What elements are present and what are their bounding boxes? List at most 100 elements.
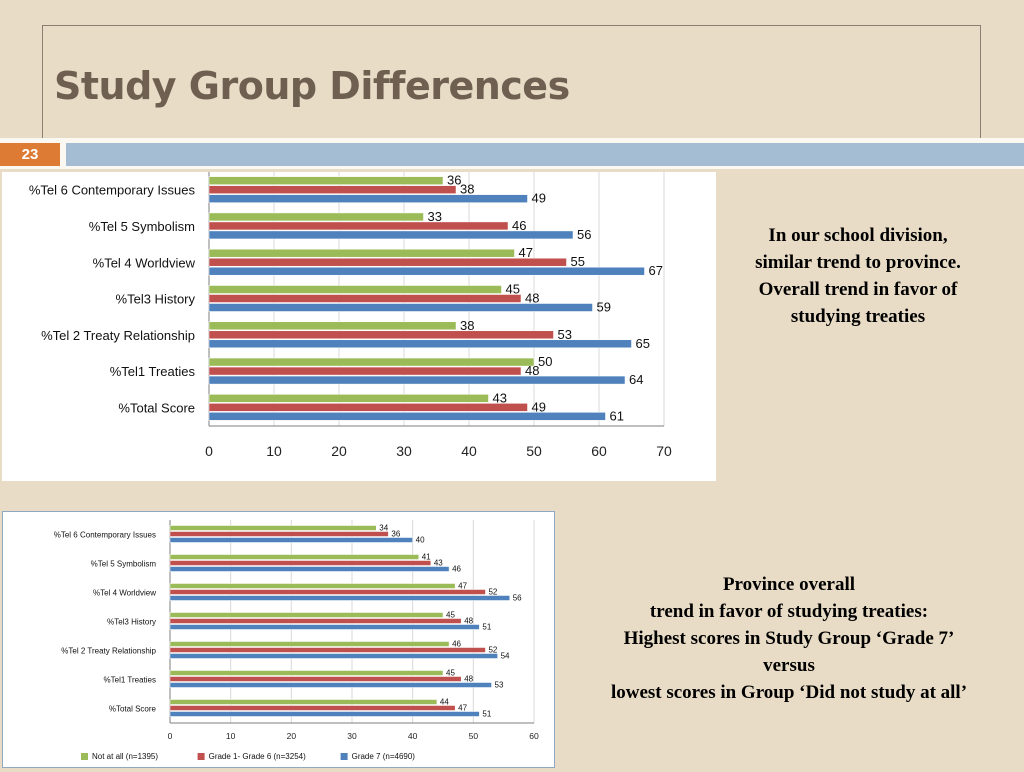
bar [208,321,457,331]
province-note: Province overall trend in favor of study… [556,571,1022,706]
category-label: %Tel3 History [107,617,156,626]
x-tick-label: 60 [529,731,539,741]
x-tick-label: 50 [469,731,479,741]
data-label: 45 [506,282,520,297]
bar [169,670,444,676]
bar [208,266,645,276]
bar [169,676,462,682]
province-chart-svg: 0 10 20 30 40 50 60 %Tel 6 Contemporary Issues 3… [54,520,539,761]
data-label: 45 [446,669,455,678]
bar [169,589,486,595]
bar [208,176,444,185]
category-label: %Tel 6 Contemporary Issues [54,530,156,539]
x-tick-label: 30 [347,731,357,741]
bar [208,185,457,194]
data-label: 47 [458,582,467,591]
data-label: 67 [649,263,663,278]
legend-label: Not at all (n=1395) [92,752,158,761]
data-label: 36 [447,173,461,188]
bar [208,230,574,240]
legend-swatch [197,753,205,760]
data-label: 43 [493,390,507,405]
data-label: 48 [464,675,473,684]
legend-label: Grade 1- Grade 6 (n=3254) [209,752,307,761]
category-label: %Tel 5 Symbolism [91,559,157,568]
bar [208,339,632,349]
x-tick-label: 30 [396,443,412,459]
data-label: 56 [577,227,591,242]
data-label: 49 [532,399,546,414]
slide-number: 23 [0,143,60,166]
data-label: 48 [464,617,473,626]
data-label: 47 [458,704,467,713]
bar [169,566,450,572]
bar [169,612,444,618]
data-label: 44 [440,698,449,707]
bar [169,583,456,589]
category-label: %Tel 2 Treaty Relationship [41,328,195,343]
data-label: 45 [446,611,455,620]
category-label: %Tel 6 Contemporary Issues [29,183,196,198]
bar [169,525,377,531]
bar [208,357,535,367]
bar [208,285,502,294]
x-tick-label: 0 [168,731,173,741]
bar [169,554,419,560]
bar [169,647,486,653]
data-label: 52 [488,646,497,655]
province-note-line: Highest scores in Study Group ‘Grade 7’ [623,628,955,649]
bar [169,537,413,543]
legend-label: Grade 7 (n=4690) [352,752,416,761]
data-label: 43 [434,559,443,568]
category-label: %Total Score [109,704,157,713]
data-label: 52 [488,588,497,597]
data-label: 53 [495,681,504,690]
x-tick-label: 10 [226,731,236,741]
data-label: 50 [538,354,552,369]
bar [169,705,456,711]
data-label: 46 [452,565,461,574]
data-label: 56 [513,594,522,603]
bar [208,248,515,258]
province-note-line: versus [763,655,815,676]
data-label: 51 [482,710,491,719]
school-note-line: In our school division, [768,225,948,246]
bar [169,711,480,717]
category-label: %Tel1 Treaties [110,364,196,379]
data-label: 46 [452,640,461,649]
category-label: %Tel 4 Worldview [93,255,196,270]
school-division-chart: 0 10 20 30 40 50 60 70 %Tel 6 Contemporary Issue… [2,172,716,481]
bar [169,595,510,601]
category-label: %Tel3 History [116,292,196,307]
data-label: 46 [512,218,526,233]
data-label: 64 [629,372,643,387]
bar [169,560,432,566]
bar [169,531,389,537]
bar [208,412,606,421]
data-label: 36 [391,530,400,539]
bar [208,257,567,267]
data-label: 59 [597,300,611,315]
province-chart: 0 10 20 30 40 50 60 %Tel 6 Contemporary Issues 3… [2,511,555,768]
data-label: 34 [379,524,388,533]
category-label: %Total Score [118,400,195,415]
data-label: 55 [571,254,585,269]
data-label: 38 [460,182,474,197]
province-note-line: Province overall [722,574,856,595]
school-note: In our school division, similar trend to… [716,222,1000,330]
bar [169,682,492,688]
data-label: 48 [525,363,539,378]
category-label: %Tel1 Treaties [104,675,156,684]
bar [169,699,438,705]
bar [208,221,509,231]
x-tick-label: 70 [656,443,672,459]
category-label: %Tel 4 Worldview [93,588,156,597]
province-note-line: lowest scores in Group ‘Did not study at… [610,682,968,703]
bar [208,294,522,303]
bar [169,624,480,630]
x-tick-label: 50 [526,443,542,459]
school-division-chart-svg: 0 10 20 30 40 50 60 70 %Tel 6 Contemporary Issue… [29,172,672,459]
bar [169,618,462,624]
bar [208,394,489,403]
data-label: 61 [610,408,624,423]
